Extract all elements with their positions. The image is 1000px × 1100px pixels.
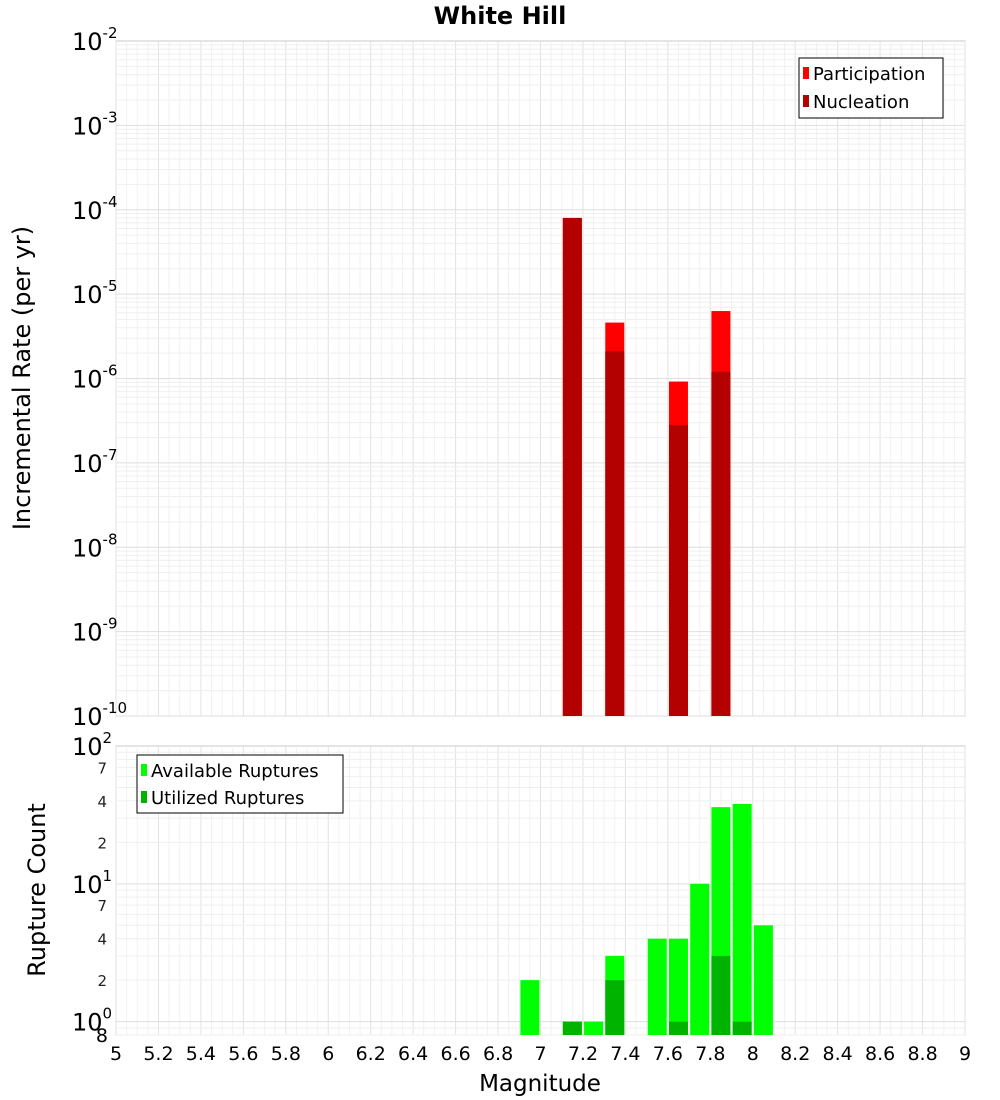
x-tick-label: 7.6 bbox=[653, 1043, 683, 1065]
y-tick-label: 10-10 bbox=[72, 699, 127, 731]
count-bar-available-ruptures bbox=[520, 980, 540, 1035]
rate-bar-nucleation bbox=[605, 351, 625, 716]
count-bar-available-ruptures bbox=[584, 1021, 604, 1035]
count-legend: Available Ruptures Utilized Ruptures bbox=[136, 754, 344, 814]
rate-y-axis-label: Incremental Rate (per yr) bbox=[8, 226, 36, 530]
x-tick-label: 7 bbox=[534, 1043, 546, 1065]
count-bar-utilized-ruptures bbox=[711, 955, 731, 1035]
legend-swatch-utilized bbox=[141, 791, 147, 803]
rate-bars bbox=[562, 217, 731, 716]
count-legend-box bbox=[136, 754, 344, 814]
count-bars bbox=[520, 803, 773, 1035]
y-minor-tick-label: 4 bbox=[97, 931, 107, 949]
y-tick-label: 10-5 bbox=[72, 277, 118, 309]
count-panel: 100 101 102 2 4 7 2 4 7 8 Rupture Count Available… bbox=[23, 729, 966, 1047]
count-bar-utilized-ruptures bbox=[732, 1021, 752, 1035]
y-minor-tick-label: 2 bbox=[97, 834, 107, 852]
y-minor-tick-label: 7 bbox=[97, 759, 107, 777]
legend-swatch-available bbox=[141, 764, 147, 776]
legend-swatch-nucleation bbox=[803, 95, 809, 107]
x-tick-label: 7.2 bbox=[568, 1043, 598, 1065]
rate-legend: Participation Nucleation bbox=[798, 57, 944, 119]
count-bar-available-ruptures bbox=[753, 925, 773, 1035]
x-tick-label: 7.4 bbox=[610, 1043, 640, 1065]
y-tick-label: 10-6 bbox=[72, 362, 118, 394]
x-tick-label: 6.6 bbox=[440, 1043, 470, 1065]
x-tick-label: 8.8 bbox=[907, 1043, 937, 1065]
x-tick-label: 5.2 bbox=[143, 1043, 173, 1065]
y-minor-tick-label: 4 bbox=[97, 793, 107, 811]
legend-label-nucleation: Nucleation bbox=[813, 92, 909, 113]
y-tick-label: 10-4 bbox=[72, 193, 118, 225]
x-tick-label: 9 bbox=[959, 1043, 971, 1065]
legend-label-utilized: Utilized Ruptures bbox=[151, 788, 304, 809]
y-tick-label: 10-9 bbox=[72, 615, 118, 647]
x-tick-label: 5.6 bbox=[228, 1043, 258, 1065]
chart-title: White Hill bbox=[434, 2, 567, 30]
legend-label-available: Available Ruptures bbox=[151, 761, 319, 782]
y-tick-label: 102 bbox=[72, 729, 112, 761]
x-tick-label: 6 bbox=[322, 1043, 334, 1065]
x-tick-label: 8.2 bbox=[780, 1043, 810, 1065]
x-tick-label: 5.4 bbox=[186, 1043, 216, 1065]
count-bar-available-ruptures bbox=[668, 938, 688, 1035]
count-bar-utilized-ruptures bbox=[668, 1021, 688, 1035]
rate-bar-nucleation bbox=[711, 371, 731, 716]
x-tick-label: 8.4 bbox=[823, 1043, 853, 1065]
x-tick-label: 8 bbox=[747, 1043, 759, 1065]
y-tick-label: 10-7 bbox=[72, 446, 118, 478]
rate-y-ticks: 10-10 10-9 10-8 10-7 10-6 10-5 10-4 10-3 10-2 bbox=[72, 24, 127, 731]
count-bar-available-ruptures bbox=[732, 803, 752, 1035]
count-y-axis-label: Rupture Count bbox=[23, 803, 51, 977]
rate-panel: 10-10 10-9 10-8 10-7 10-6 10-5 10-4 10-3 10-2 In… bbox=[8, 24, 966, 731]
rate-bar-nucleation bbox=[668, 425, 688, 716]
x-tick-label: 6.4 bbox=[398, 1043, 428, 1065]
x-tick-label: 5.8 bbox=[271, 1043, 301, 1065]
y-tick-label: 8 bbox=[96, 1025, 108, 1047]
y-minor-tick-label: 2 bbox=[97, 972, 107, 990]
x-tick-label: 8.6 bbox=[865, 1043, 895, 1065]
x-tick-label: 5 bbox=[110, 1043, 122, 1065]
legend-swatch-participation bbox=[803, 67, 809, 79]
count-bar-utilized-ruptures bbox=[605, 980, 625, 1035]
x-axis-label: Magnitude bbox=[479, 1071, 601, 1097]
x-tick-label: 6.2 bbox=[356, 1043, 386, 1065]
rate-grid bbox=[115, 41, 966, 717]
count-bar-available-ruptures bbox=[690, 883, 710, 1035]
x-axis-ticks: 5 5.2 5.4 5.6 5.8 6 6.2 6.4 6.6 6.8 7 7.2 7.4 7.6 7.8 8… bbox=[110, 1043, 971, 1065]
y-tick-label: 10-3 bbox=[72, 108, 118, 140]
y-tick-label: 10-2 bbox=[72, 24, 118, 56]
count-y-ticks: 100 101 102 2 4 7 2 4 7 8 bbox=[72, 729, 112, 1047]
legend-label-participation: Participation bbox=[813, 64, 925, 85]
x-tick-label: 7.8 bbox=[695, 1043, 725, 1065]
count-bar-utilized-ruptures bbox=[562, 1021, 582, 1035]
y-minor-tick-label: 7 bbox=[97, 897, 107, 915]
rate-bar-nucleation bbox=[562, 217, 582, 716]
y-tick-label: 100 bbox=[72, 1005, 112, 1037]
count-bar-available-ruptures bbox=[647, 938, 667, 1035]
x-tick-label: 6.8 bbox=[483, 1043, 513, 1065]
rate-legend-box bbox=[798, 57, 944, 119]
y-tick-label: 10-8 bbox=[72, 530, 118, 562]
y-tick-label: 101 bbox=[72, 867, 112, 899]
